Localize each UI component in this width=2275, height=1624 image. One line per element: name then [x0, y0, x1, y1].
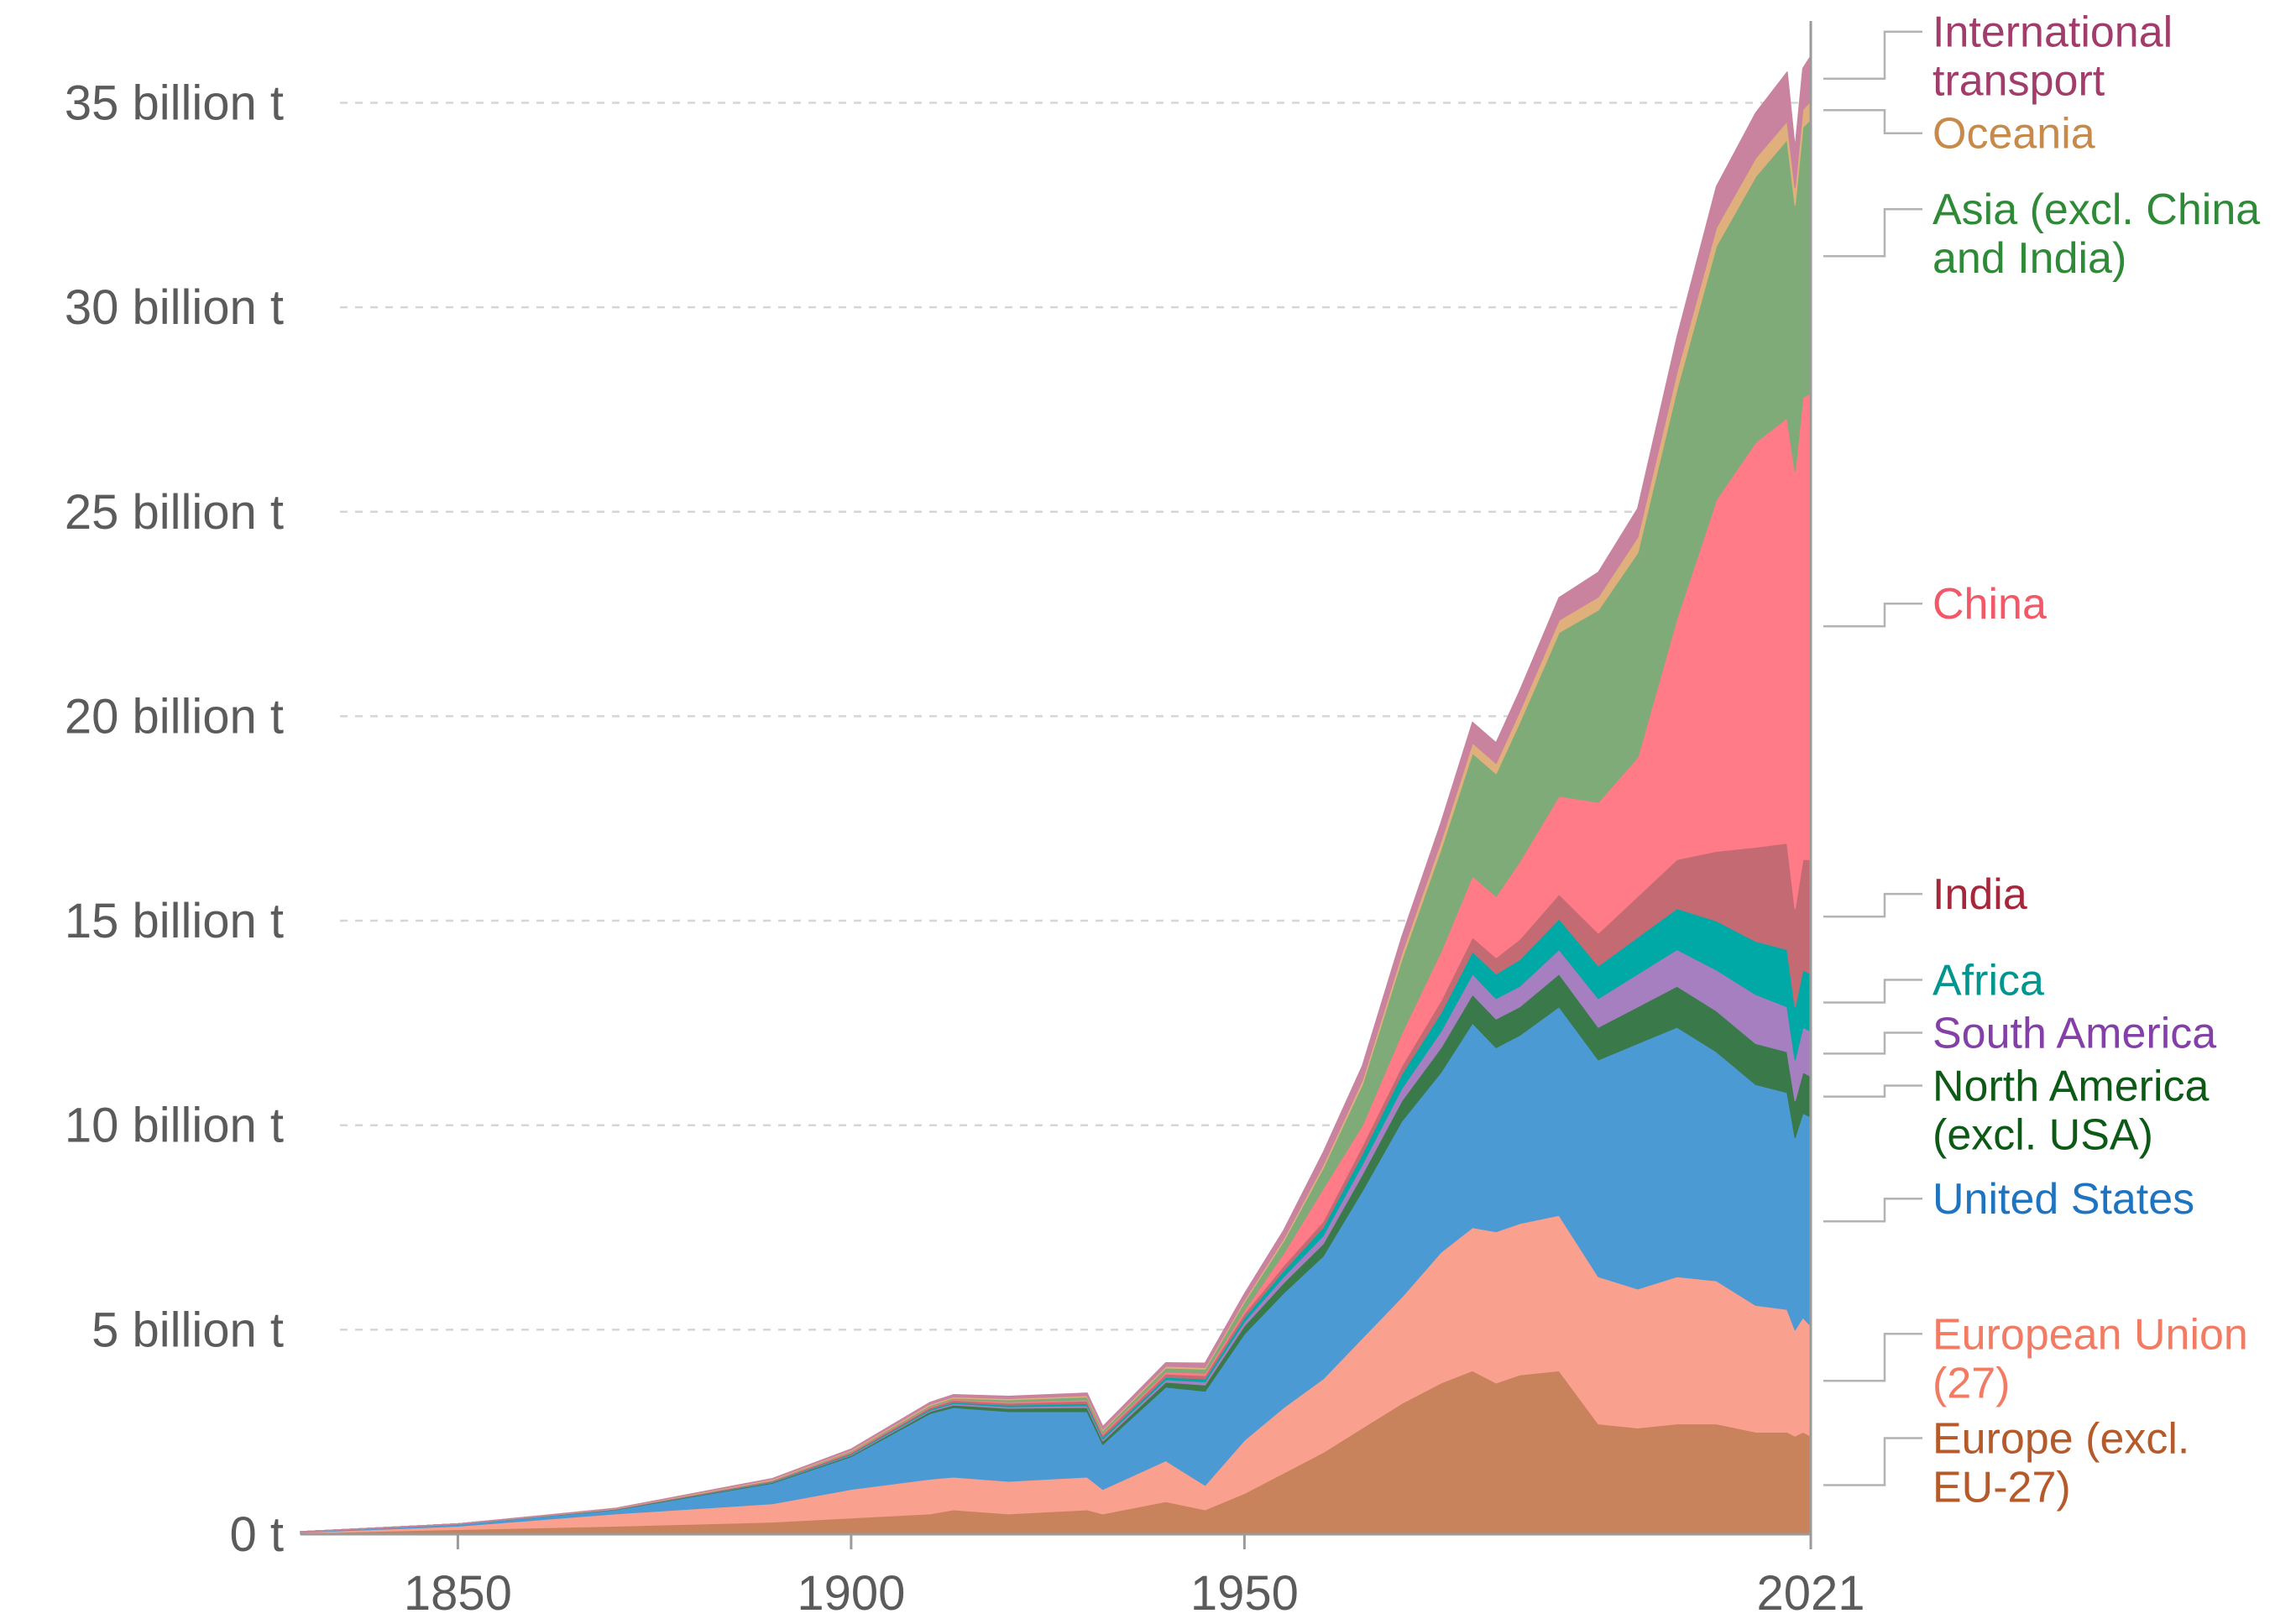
axes: [301, 21, 1812, 1536]
y-tick-label: 25 billion t: [65, 485, 284, 540]
legend-label[interactable]: China: [1932, 580, 2047, 629]
legend-leader-line: [1823, 108, 1922, 134]
legend-leader-line: [1823, 979, 1922, 1004]
legend-label[interactable]: Asia (excl. China: [1932, 185, 2260, 234]
y-axis-ticks: 0 t 5 billion t 10 billion t 15 billion t 20…: [65, 76, 284, 1562]
y-tick-label: 10 billion t: [65, 1099, 284, 1153]
legend-leader-line: [1823, 1333, 1922, 1382]
legend-label[interactable]: EU-27): [1932, 1464, 2071, 1512]
legend-label[interactable]: (excl. USA): [1932, 1111, 2153, 1160]
legend-label[interactable]: India: [1932, 870, 2027, 919]
legend-label[interactable]: International: [1932, 8, 2173, 57]
legend-leader-line: [1823, 1084, 1922, 1098]
y-tick-label: 15 billion t: [65, 894, 284, 948]
x-tick-label: 2021: [1756, 1566, 1864, 1621]
x-tick-label: 1850: [404, 1566, 512, 1621]
legend-leader-line: [1823, 207, 1922, 258]
legend-label[interactable]: Europe (excl.: [1932, 1415, 2189, 1464]
legend-leader-line: [1823, 1437, 1922, 1486]
legend-label[interactable]: North America: [1932, 1063, 2210, 1111]
y-tick-label: 0 t: [230, 1507, 285, 1562]
x-tick-label: 1900: [797, 1566, 905, 1621]
y-tick-label: 30 billion t: [65, 280, 284, 335]
legend-leader-line: [1823, 30, 1922, 80]
y-tick-label: 20 billion t: [65, 689, 284, 744]
legend-label[interactable]: United States: [1932, 1175, 2194, 1224]
legend-leader-line: [1823, 892, 1922, 918]
legend-label[interactable]: and India): [1932, 234, 2126, 283]
legend-leader-line: [1823, 602, 1922, 628]
legend-label[interactable]: European Union: [1932, 1310, 2248, 1359]
x-tick-label: 1950: [1190, 1566, 1299, 1621]
y-tick-label: 35 billion t: [65, 76, 284, 130]
legend-leader-line: [1823, 1197, 1922, 1223]
legend-label[interactable]: transport: [1932, 57, 2105, 106]
x-axis-ticks: 1850 1900 1950 2021: [404, 1534, 1865, 1621]
legend-label[interactable]: (27): [1932, 1359, 2010, 1407]
legend-label[interactable]: South America: [1932, 1010, 2216, 1058]
legend-label[interactable]: Oceania: [1932, 110, 2095, 159]
y-tick-label: 5 billion t: [92, 1303, 284, 1357]
legend-leader-line: [1823, 1031, 1922, 1055]
area-series-layer: [300, 55, 1812, 1535]
legend-label[interactable]: Africa: [1932, 957, 2044, 1005]
